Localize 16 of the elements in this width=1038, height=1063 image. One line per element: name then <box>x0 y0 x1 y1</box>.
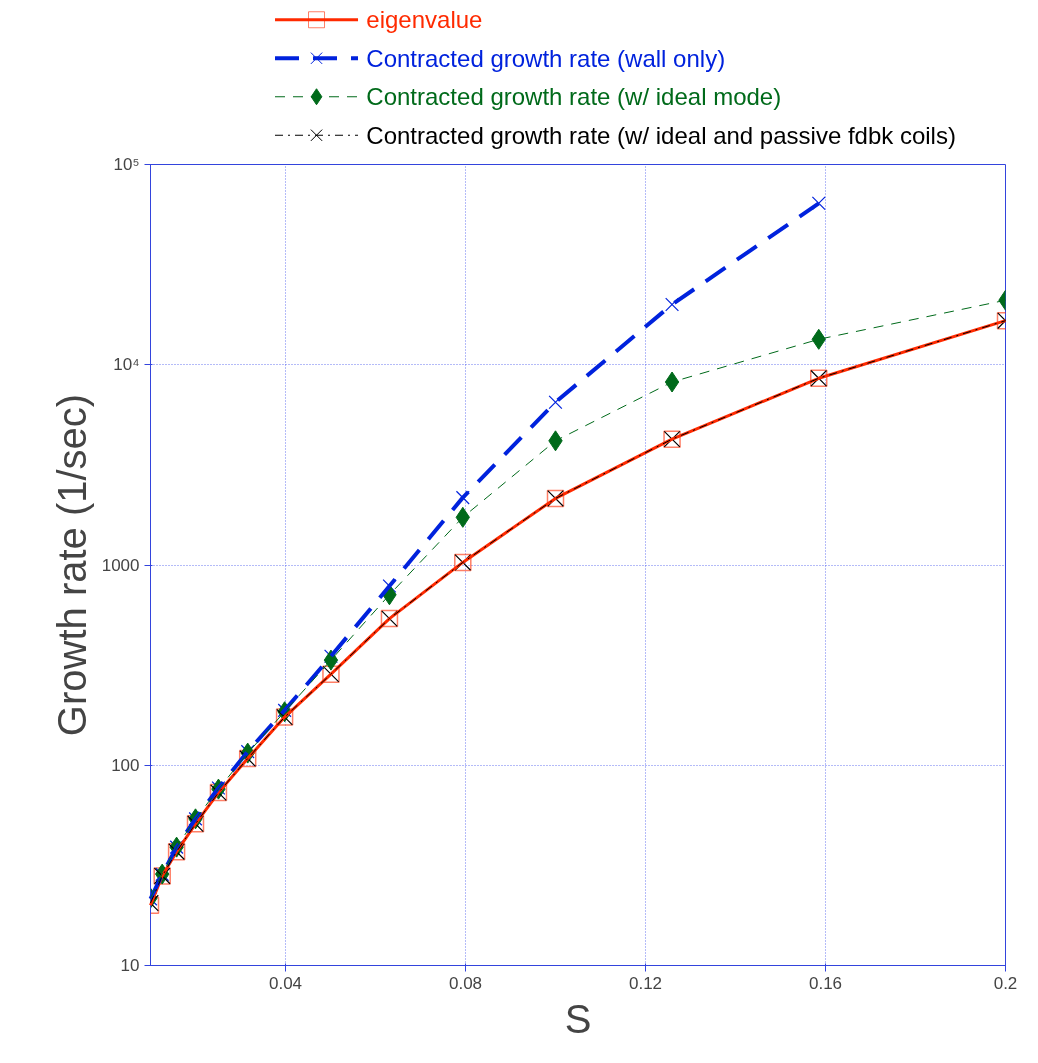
legend-label: Contracted growth rate (w/ ideal and passive fdbk coils) <box>366 121 956 149</box>
x-tick-label: 0.04 <box>268 973 303 993</box>
legend-label: eigenvalue <box>366 6 483 34</box>
y-tick-label: 10 <box>120 956 140 975</box>
y-tick-label: 10⁴ <box>113 355 140 375</box>
y-tick-label: 10⁵ <box>113 155 140 174</box>
legend-label: Contracted growth rate (w/ ideal mode) <box>366 83 782 111</box>
x-tick-label: 0.2 <box>993 973 1018 993</box>
legend-label: Contracted growth rate (wall only) <box>366 44 726 72</box>
y-axis-title: Growth rate (1/sec) <box>49 393 94 737</box>
x-tick-label: 0.12 <box>628 973 663 993</box>
x-axis-title: S <box>564 996 592 1041</box>
y-tick-label: 1000 <box>101 555 140 575</box>
y-tick-label: 100 <box>111 755 140 775</box>
x-tick-label: 0.08 <box>448 973 483 993</box>
x-tick-label: 0.16 <box>808 973 843 993</box>
